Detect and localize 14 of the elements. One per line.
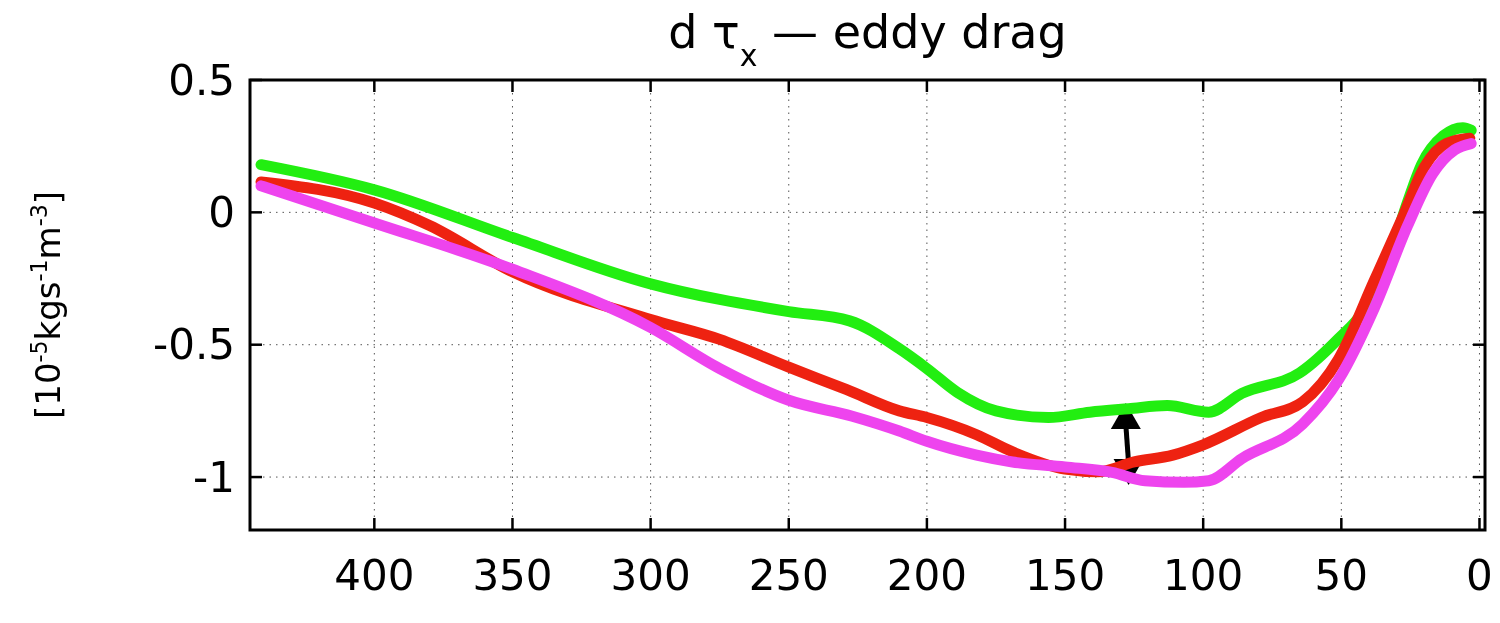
x-tick-label: 350 <box>472 551 553 600</box>
y-tick-label: 0 <box>208 188 235 238</box>
y-tick-label: 0.5 <box>168 55 235 105</box>
chart-title: d τ$_{x}$ — eddy drag <box>668 5 1067 73</box>
y-tick-label: -1 <box>193 452 235 502</box>
x-tick-label: 250 <box>748 551 829 600</box>
x-tick-label: 150 <box>1024 551 1106 600</box>
x-tick-label: 0 <box>1466 551 1493 600</box>
x-tick-label: 300 <box>610 551 691 600</box>
y-tick-label: -0.5 <box>153 320 235 370</box>
x-tick-label: 200 <box>886 551 967 600</box>
x-tick-label: 400 <box>334 551 415 600</box>
x-tick-label: 100 <box>1163 551 1244 600</box>
x-tick-label: 50 <box>1314 551 1369 600</box>
